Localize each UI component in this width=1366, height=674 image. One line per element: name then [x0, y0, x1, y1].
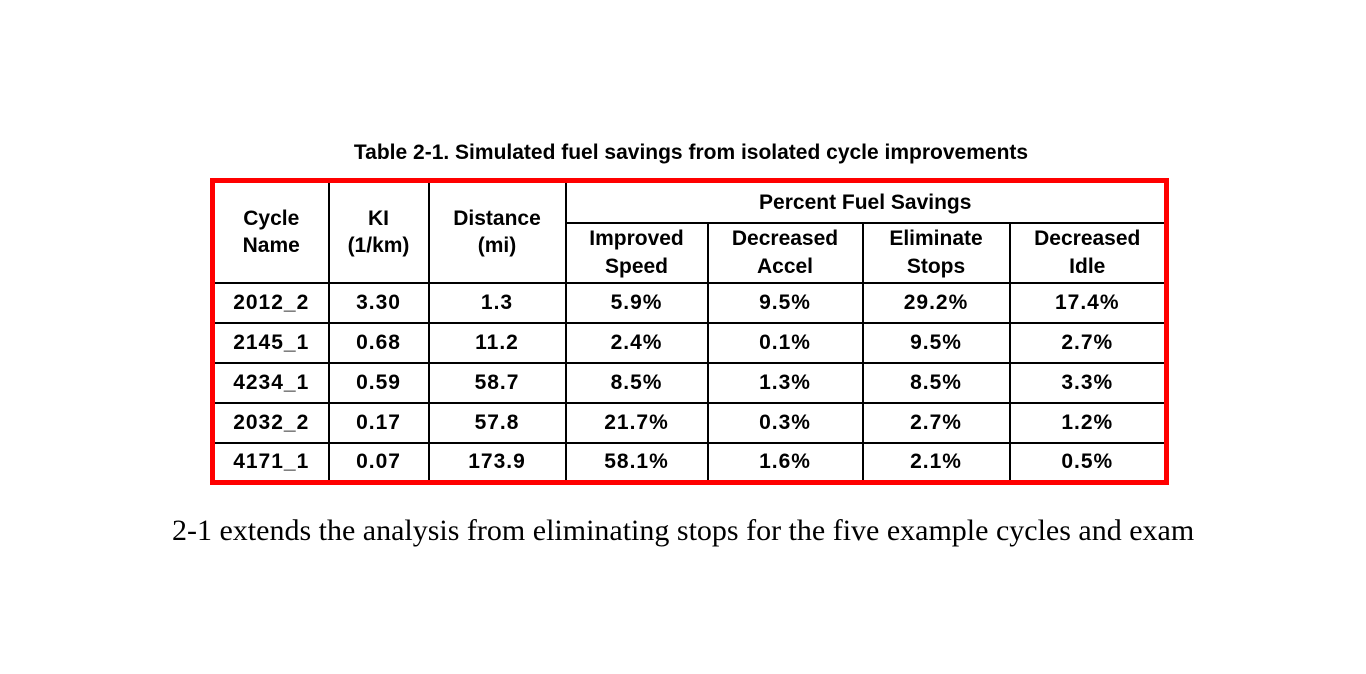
- cell-distance: 1.3: [427, 281, 567, 324]
- cell-ki: 0.17: [327, 401, 430, 444]
- cell-cycle-name: 2032_2: [211, 401, 330, 444]
- table-row: 2032_2 0.17 57.8 21.7% 0.3% 2.7% 1.2%: [211, 401, 1168, 444]
- cell-decreased-accel: 9.5%: [706, 281, 864, 324]
- cell-cycle-name: 4234_1: [211, 361, 330, 404]
- column-header-decreased-idle: Decreased Idle: [1008, 221, 1168, 284]
- cell-eliminate-stops: 8.5%: [861, 361, 1011, 404]
- table-header-row-group: Cycle Name KI (1/km) Distance (mi) Perce…: [211, 179, 1168, 284]
- cell-improved-speed: 58.1%: [564, 441, 709, 484]
- cell-decreased-accel: 0.3%: [706, 401, 864, 444]
- cell-distance: 11.2: [427, 321, 567, 364]
- cell-decreased-idle: 2.7%: [1008, 321, 1168, 364]
- cell-eliminate-stops: 29.2%: [861, 281, 1011, 324]
- cell-decreased-idle: 17.4%: [1008, 281, 1168, 324]
- cell-improved-speed: 8.5%: [564, 361, 709, 404]
- cell-eliminate-stops: 2.7%: [861, 401, 1011, 444]
- table-header-row-sub: Improved Speed Decreased Accel Eliminate…: [213, 221, 1168, 284]
- cell-distance: 58.7: [427, 361, 567, 404]
- table-caption: Table 2-1. Simulated fuel savings from i…: [353, 141, 1029, 164]
- cell-distance: 173.9: [427, 441, 567, 484]
- column-header-ki: KI (1/km): [327, 179, 430, 284]
- fuel-savings-table: Cycle Name KI (1/km) Distance (mi) Perce…: [210, 178, 1169, 485]
- cell-distance: 57.8: [427, 401, 567, 444]
- column-header-eliminate-stops: Eliminate Stops: [861, 221, 1011, 284]
- cell-ki: 3.30: [327, 281, 430, 324]
- column-header-improved-speed: Improved Speed: [564, 221, 709, 284]
- table-row: 4171_1 0.07 173.9 58.1% 1.6% 2.1% 0.5%: [211, 441, 1168, 484]
- body-text-fragment: 2-1 extends the analysis from eliminatin…: [172, 514, 1195, 547]
- column-group-header-percent-fuel-savings: Percent Fuel Savings: [564, 179, 1168, 224]
- cell-ki: 0.59: [327, 361, 430, 404]
- cell-eliminate-stops: 9.5%: [861, 321, 1011, 364]
- cell-cycle-name: 2145_1: [211, 321, 330, 364]
- cell-ki: 0.68: [327, 321, 430, 364]
- cell-eliminate-stops: 2.1%: [861, 441, 1011, 484]
- table-row: 2145_1 0.68 11.2 2.4% 0.1% 9.5% 2.7%: [211, 321, 1168, 364]
- table-row: 2012_2 3.30 1.3 5.9% 9.5% 29.2% 17.4%: [211, 281, 1168, 324]
- table-row: 4234_1 0.59 58.7 8.5% 1.3% 8.5% 3.3%: [211, 361, 1168, 404]
- column-header-distance: Distance (mi): [427, 179, 567, 284]
- cell-improved-speed: 21.7%: [564, 401, 709, 444]
- cell-ki: 0.07: [327, 441, 430, 484]
- column-header-decreased-accel: Decreased Accel: [706, 221, 864, 284]
- cell-decreased-accel: 0.1%: [706, 321, 864, 364]
- cell-decreased-idle: 0.5%: [1008, 441, 1168, 484]
- cell-decreased-idle: 1.2%: [1008, 401, 1168, 444]
- cell-decreased-accel: 1.6%: [706, 441, 864, 484]
- cell-cycle-name: 4171_1: [211, 441, 330, 484]
- cell-improved-speed: 5.9%: [564, 281, 709, 324]
- cell-decreased-accel: 1.3%: [706, 361, 864, 404]
- cell-decreased-idle: 3.3%: [1008, 361, 1168, 404]
- cell-improved-speed: 2.4%: [564, 321, 709, 364]
- cell-cycle-name: 2012_2: [211, 281, 330, 324]
- column-header-cycle-name: Cycle Name: [211, 179, 330, 284]
